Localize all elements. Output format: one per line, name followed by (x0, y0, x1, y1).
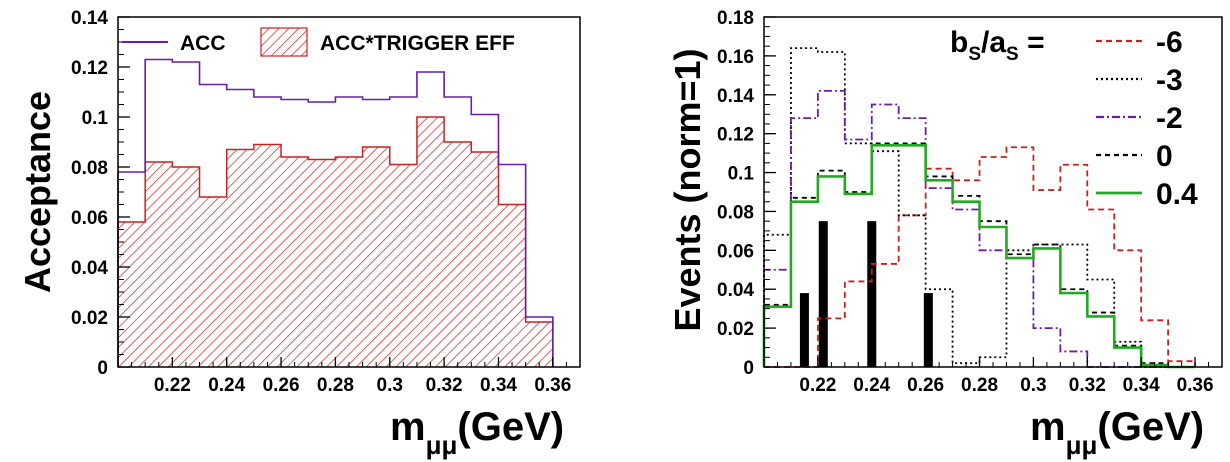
events-panel: 0.22 0.24 0.26 0.28 0.3 0.32 0.34 0.36 0 0.02 0.04… (667, 8, 1223, 460)
left-x-tick-label: 0.32 (426, 375, 463, 396)
acc-trigger-hatched-histogram (117, 116, 554, 367)
series-line-0.4 (762, 144, 1196, 369)
right-x-tick-label: 0.3 (1020, 375, 1046, 396)
right-x-axis-label-tail: (GeV) (1097, 405, 1204, 449)
right-x-tick-label: 0.22 (799, 375, 836, 396)
legend-label-0.4: 0.4 (1156, 178, 1198, 211)
right-ticks-group: 0.22 0.24 0.26 0.28 0.3 0.32 0.34 0.36 0 0.02 0.04… (717, 8, 1223, 396)
legend-label--6: -6 (1156, 26, 1183, 59)
legend-title: bS/aS = (950, 26, 1045, 65)
events-lines-group (762, 47, 1196, 369)
left-y-tick-label: 0.04 (71, 258, 108, 279)
left-ticks-group: 0.22 0.24 0.26 0.28 0.3 0.32 0.34 0.36 0 0.02 0.04… (71, 8, 581, 396)
left-y-tick-label: 0.06 (71, 208, 108, 229)
legend-label--2: -2 (1156, 102, 1183, 135)
right-x-axis-label: mμμ(GeV) (1030, 405, 1204, 460)
left-y-tick-label: 0.02 (71, 308, 108, 329)
data-bar (799, 293, 809, 367)
right-x-tick-label: 0.28 (961, 375, 998, 396)
acc-histogram-line (117, 58, 554, 367)
left-x-tick-label: 0.24 (208, 375, 245, 396)
right-y-tick-label: 0.14 (717, 86, 754, 107)
data-bars-group (799, 221, 933, 367)
legend-label--3: -3 (1156, 64, 1183, 97)
right-y-tick-label: 0.06 (717, 241, 754, 262)
left-x-axis-label-sub: μμ (426, 430, 458, 460)
right-y-tick-label: 0.04 (717, 280, 754, 301)
right-y-tick-label: 0.1 (728, 164, 755, 185)
legend-label-0: 0 (1156, 140, 1173, 173)
right-y-tick-label: 0.02 (717, 319, 754, 340)
data-bar (867, 221, 877, 367)
left-y-tick-label: 0.14 (71, 8, 108, 29)
data-bar (818, 221, 828, 367)
left-y-tick-label: 0 (97, 358, 108, 379)
acc-trigger-hatch-group (117, 116, 554, 367)
legend-acc-trigger-label: ACC*TRIGGER EFF (320, 32, 515, 55)
left-x-tick-label: 0.28 (317, 375, 354, 396)
legend-title-bsub: S (968, 44, 981, 65)
left-x-tick-label: 0.22 (154, 375, 191, 396)
acc-lines-group (117, 58, 554, 367)
left-x-axis-label: mμμ(GeV) (390, 405, 564, 460)
right-y-tick-label: 0.16 (717, 47, 754, 68)
right-x-axis-label-main: m (1030, 405, 1066, 449)
series-line--6 (764, 146, 1196, 368)
left-x-tick-label: 0.34 (480, 375, 517, 396)
right-y-tick-label: 0.18 (717, 8, 754, 29)
data-bar (923, 293, 933, 367)
left-x-tick-label: 0.3 (377, 375, 403, 396)
right-x-tick-label: 0.24 (853, 375, 890, 396)
right-y-axis-label: Events (norm=1) (667, 48, 708, 331)
legend-title-a: a (989, 26, 1006, 59)
left-x-tick-label: 0.36 (534, 375, 571, 396)
acceptance-panel: 0.22 0.24 0.26 0.28 0.3 0.32 0.34 0.36 0 0.02 0.04… (17, 8, 581, 460)
right-y-tick-label: 0.08 (717, 202, 754, 223)
right-y-tick-label: 0.12 (717, 125, 754, 146)
right-x-tick-label: 0.26 (907, 375, 944, 396)
legend-title-b: b (950, 26, 968, 59)
left-y-tick-label: 0.12 (71, 58, 108, 79)
left-x-axis-label-tail: (GeV) (457, 405, 564, 449)
legend-title-asub: S (1006, 44, 1019, 65)
left-y-tick-label: 0.1 (82, 108, 109, 129)
right-plot-frame (763, 16, 1223, 368)
legend-title-eq: = (1019, 26, 1045, 59)
right-y-tick-label: 0 (743, 358, 754, 379)
left-y-axis-label: Acceptance (17, 91, 58, 293)
right-legend-entries: -6 -3 -2 0 0.4 (1096, 26, 1198, 211)
right-x-tick-label: 0.34 (1123, 375, 1160, 396)
right-x-axis-label-sub: μμ (1066, 430, 1098, 460)
legend-acc-trigger-swatch (260, 27, 308, 57)
right-x-tick-label: 0.36 (1177, 375, 1214, 396)
legend-title-slash: / (981, 26, 990, 59)
left-x-axis-label-main: m (390, 405, 426, 449)
left-x-tick-label: 0.26 (263, 375, 300, 396)
legend-acc-label: ACC (180, 32, 226, 55)
right-x-tick-label: 0.32 (1069, 375, 1106, 396)
series-line--2 (763, 89, 1196, 368)
left-y-tick-label: 0.08 (71, 158, 108, 179)
series-line--3 (763, 47, 1196, 368)
